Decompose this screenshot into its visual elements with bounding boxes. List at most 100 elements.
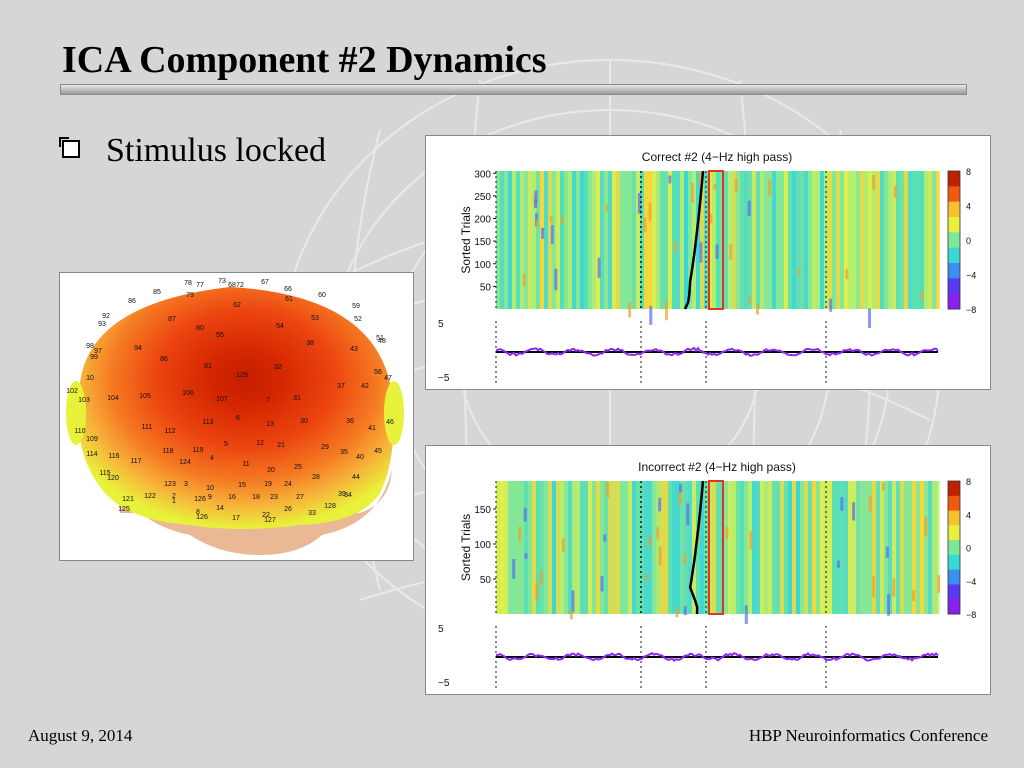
erp-image-panel-correct: Correct #2 (4−Hz high pass) 300 250 200 150 1… — [425, 135, 991, 390]
erp-trace — [495, 651, 939, 662]
erp-image-panel-incorrect: Incorrect #2 (4−Hz high pass) 150 100 50 Sor… — [425, 445, 991, 695]
electrode-label: 54 — [276, 323, 284, 330]
erp-ytick-label: 250 — [474, 192, 491, 203]
electrode-label: 14 — [216, 505, 224, 512]
electrode-label: 51 — [376, 335, 384, 342]
scalp-shape — [77, 287, 394, 529]
electrode-label: 10 — [206, 485, 214, 492]
electrode-label: 93 — [98, 321, 106, 328]
electrode-label: 66 — [284, 286, 292, 293]
electrode-label: 125 — [118, 506, 130, 513]
electrode-label: 92 — [102, 313, 110, 320]
electrode-label: 39 — [338, 491, 346, 498]
erp-ylabel: Sorted Trials — [459, 514, 473, 581]
title-divider — [60, 84, 967, 95]
electrode-label: 36 — [346, 418, 354, 425]
sorted-rt-curve — [688, 480, 705, 615]
electrode-label: 104 — [107, 395, 119, 402]
electrode-label: 48 — [378, 338, 386, 345]
colorbar-tick-label: −8 — [966, 610, 976, 620]
electrode-label: 127 — [264, 517, 276, 524]
electrode-label: 20 — [267, 467, 275, 474]
colorbar-tick-label: 8 — [966, 477, 971, 487]
electrode-label: 67 — [261, 279, 269, 286]
electrode-label: 9 — [208, 494, 212, 501]
highlight-window — [708, 480, 724, 615]
electrode-label: 86 — [128, 298, 136, 305]
electrode-label: 73 — [218, 278, 226, 285]
electrode-label: 25 — [294, 464, 302, 471]
erp-ytick-label: 50 — [480, 282, 492, 293]
electrode-label: 7 — [266, 397, 270, 404]
colorbar-tick-label: 4 — [966, 510, 971, 520]
footer-date: August 9, 2014 — [28, 726, 133, 745]
electrode-label: 56 — [374, 369, 382, 376]
electrode-label: 27 — [296, 494, 304, 501]
electrode-label: 59 — [352, 303, 360, 310]
erp-title: Incorrect #2 (4−Hz high pass) — [638, 460, 796, 474]
electrode-label: 22 — [262, 512, 270, 519]
erp-ytick-label: 50 — [480, 575, 492, 586]
bullet-text: Stimulus locked — [106, 132, 327, 169]
electrode-label: 126 — [194, 496, 206, 503]
footer-conference: HBP Neuroinformatics Conference — [748, 726, 988, 745]
electrode-label: 61 — [285, 296, 293, 303]
electrode-label: 3 — [184, 481, 188, 488]
electrode-label: 42 — [361, 383, 369, 390]
electrode-label: 114 — [86, 451, 97, 458]
electrode-label: 11 — [242, 461, 249, 468]
electrode-label: 46 — [386, 419, 394, 426]
electrode-label: 10 — [86, 375, 94, 382]
colorbar: 8 4 0 −4 −8 — [947, 477, 976, 620]
erp-trace-ytick-label: −5 — [438, 373, 450, 384]
scalp-topomap-panel: 78 77 73 68 72 67 66 85 79 62 61 60 86 59 92 87 53 93 80 55… — [59, 272, 414, 561]
slide-title: ICA Component #2 Dynamics — [62, 39, 547, 81]
electrode-label: 78 — [184, 280, 192, 287]
colorbar-tick-label: 0 — [966, 544, 971, 554]
highlight-window — [708, 170, 724, 310]
electrode-label: 103 — [78, 397, 90, 404]
erp-title: Correct #2 (4−Hz high pass) — [642, 150, 792, 164]
electrode-label: 72 — [236, 282, 244, 289]
electrode-label: 99 — [90, 354, 98, 361]
electrode-label: 52 — [354, 316, 362, 323]
erp-ytick-label: 150 — [474, 505, 491, 516]
electrode-label: 35 — [340, 449, 348, 456]
electrode-label: 94 — [134, 345, 142, 352]
erp-image-heatmap — [496, 481, 941, 624]
electrode-label: 126 — [196, 514, 208, 521]
head-skin-shape — [118, 469, 392, 555]
electrode-label: 128 — [324, 503, 336, 510]
erp-ytick-label: 300 — [474, 169, 491, 180]
electrode-label: 85 — [153, 289, 161, 296]
electrode-label: 4 — [210, 455, 214, 462]
erp-image-heatmap — [496, 171, 940, 328]
colorbar-tick-label: 8 — [966, 167, 971, 177]
electrode-label: 80 — [196, 325, 204, 332]
electrode-label: 6 — [236, 415, 240, 422]
electrode-label: 77 — [196, 282, 204, 289]
electrode-label: 24 — [284, 481, 292, 488]
electrode-label: 121 — [122, 496, 134, 503]
electrode-label: 33 — [308, 510, 316, 517]
electrode-label: 124 — [179, 459, 191, 466]
electrode-label: 44 — [352, 474, 360, 481]
electrode-label: 97 — [94, 348, 102, 355]
electrode-label: 41 — [368, 425, 376, 432]
erp-image-incorrect: Incorrect #2 (4−Hz high pass)15010050Sor… — [438, 460, 976, 689]
left-ear — [66, 381, 86, 445]
erp-ytick-label: 100 — [474, 260, 491, 271]
electrode-label: 38 — [306, 340, 314, 347]
electrode-label: 23 — [270, 494, 278, 501]
sorted-rt-curve — [683, 170, 705, 310]
electrode-label: 30 — [300, 418, 308, 425]
colorbar-tick-label: 4 — [966, 202, 971, 212]
electrode-label: 119 — [192, 447, 203, 454]
electrode-label: 12 — [256, 440, 264, 447]
electrode-label: 68 — [228, 282, 236, 289]
electrode-label: 116 — [108, 453, 119, 460]
electrode-label: 79 — [186, 292, 194, 299]
electrode-label: 81 — [204, 363, 212, 370]
erp-trace — [495, 346, 939, 357]
